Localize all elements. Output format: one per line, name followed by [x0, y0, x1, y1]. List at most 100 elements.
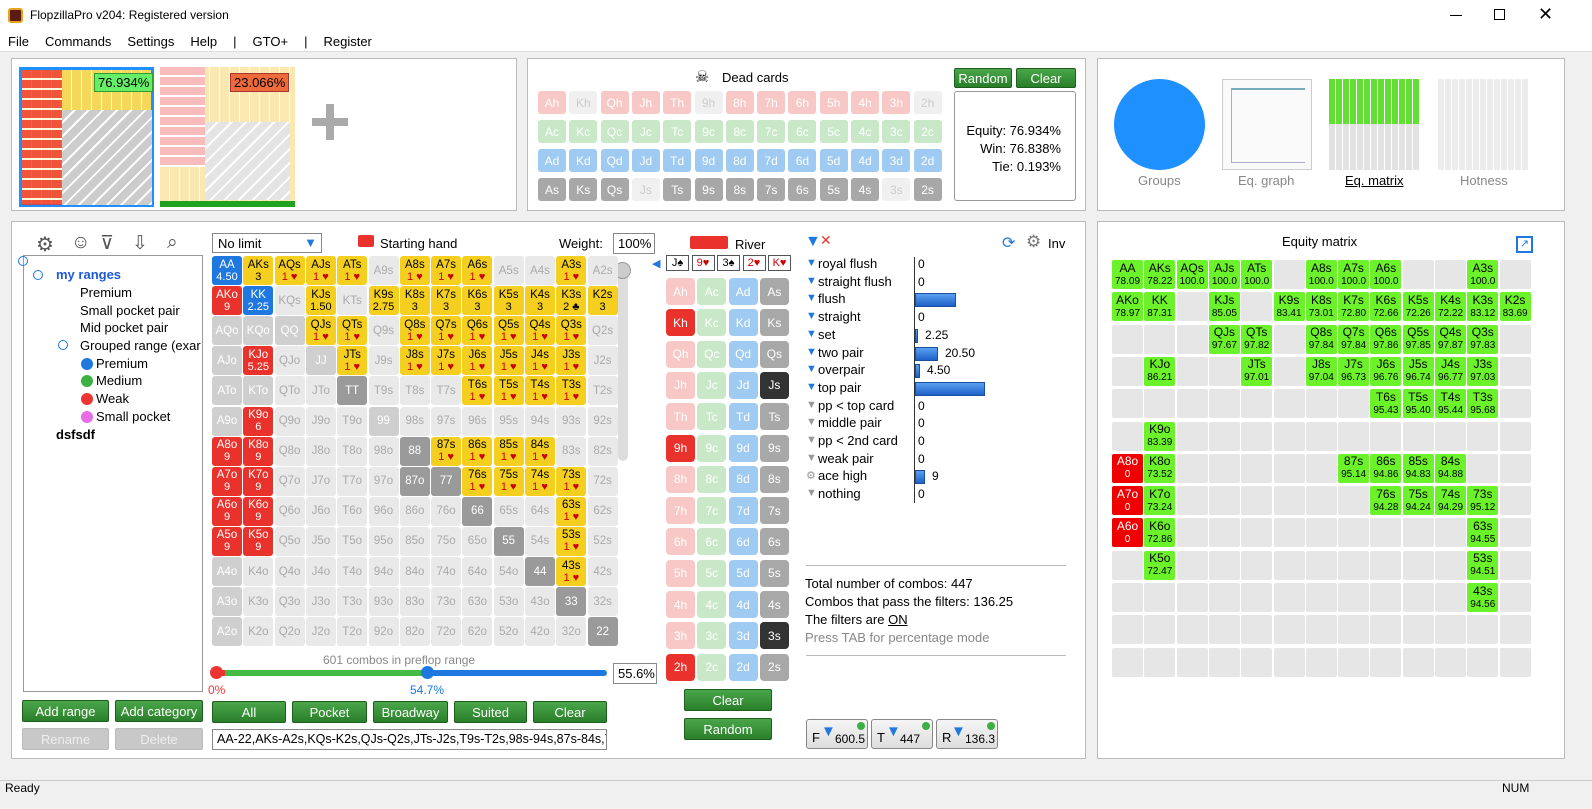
equity-cell[interactable]: 43s 94.56 — [1467, 583, 1499, 612]
filter-label[interactable]: weak pair — [818, 450, 874, 466]
range-cell[interactable]: 32s — [587, 587, 618, 617]
board-grid-card[interactable]: 5c — [697, 559, 727, 587]
equity-cell[interactable] — [1176, 550, 1208, 580]
dead-card[interactable]: 6c — [788, 120, 817, 143]
filter-chip[interactable]: R ▼ 136.3 — [936, 719, 998, 749]
range-cell[interactable]: 85o — [399, 526, 430, 556]
range-cell[interactable]: J2s — [587, 346, 618, 376]
equity-cell[interactable] — [1370, 615, 1402, 645]
range-cell[interactable]: A5s — [493, 256, 524, 285]
range-cell[interactable]: 82s — [587, 436, 618, 466]
equity-cell[interactable] — [1208, 356, 1240, 386]
board-grid-card[interactable]: Jh — [666, 371, 695, 399]
range-cell[interactable]: Q7o — [274, 466, 305, 496]
equity-cell[interactable] — [1273, 453, 1305, 483]
equity-cell[interactable] — [1273, 518, 1305, 548]
equity-cell[interactable]: K7s 72.80 — [1338, 292, 1370, 322]
board-grid-card[interactable]: 8d — [728, 465, 758, 493]
dead-card[interactable]: 5s — [819, 178, 848, 201]
equity-cell[interactable] — [1499, 421, 1531, 451]
equity-cell[interactable] — [1112, 550, 1143, 580]
menu-settings[interactable]: Settings — [127, 34, 175, 49]
range-cell[interactable]: 86s 1 ♥ — [462, 436, 493, 466]
dead-card[interactable]: Ac — [538, 120, 566, 143]
tree-subitem[interactable]: Small pocket — [96, 409, 171, 424]
equity-cell[interactable] — [1241, 550, 1273, 580]
range-cell[interactable]: Q9o — [274, 406, 305, 436]
range-cell[interactable]: AQs 1 ♥ — [274, 256, 305, 285]
range-cell[interactable]: 72o — [431, 617, 462, 647]
range-cell[interactable]: 76o — [431, 496, 462, 526]
filter-icon[interactable]: ▼ — [806, 434, 817, 446]
equity-cell[interactable] — [1144, 615, 1176, 645]
board-grid-card[interactable]: 8c — [697, 465, 727, 493]
equity-cell[interactable] — [1208, 583, 1240, 612]
range-cell[interactable]: KJo 5.25 — [243, 346, 274, 376]
range-cell[interactable]: T5s 1 ♥ — [493, 376, 524, 406]
range-cell[interactable]: KK 2.25 — [243, 286, 274, 316]
equity-cell[interactable]: A8o 0 — [1112, 453, 1143, 483]
board-grid-card[interactable]: 5s — [759, 559, 789, 587]
range-cell[interactable]: T8s — [399, 376, 430, 406]
board-grid-card[interactable]: As — [759, 278, 789, 305]
dead-card[interactable]: 8d — [725, 149, 754, 172]
dead-card[interactable]: Ts — [663, 178, 692, 201]
range-cell[interactable]: 84s 1 ♥ — [525, 436, 555, 466]
equity-cell[interactable]: Q4s 97.87 — [1435, 324, 1466, 354]
range-cell[interactable]: A9o — [212, 406, 242, 436]
tree-root[interactable]: my ranges — [56, 267, 122, 282]
dead-card[interactable]: 4d — [851, 149, 879, 172]
delete-button[interactable]: Delete — [115, 728, 203, 750]
range-cell[interactable]: 64s — [525, 496, 555, 526]
equity-cell[interactable] — [1176, 518, 1208, 548]
equity-cell[interactable]: K9s 83.41 — [1273, 292, 1305, 322]
equity-cell[interactable] — [1402, 260, 1434, 289]
dead-card[interactable]: Qd — [600, 149, 629, 172]
equity-cell[interactable]: AKs 78.22 — [1144, 260, 1176, 289]
equity-cell[interactable]: T4s 95.44 — [1435, 389, 1466, 419]
dead-card[interactable]: 9h — [694, 91, 723, 114]
range-cell[interactable]: A7s 1 ♥ — [431, 256, 462, 285]
range-cell[interactable]: K8o 9 — [243, 436, 274, 466]
filters-on-toggle[interactable]: ON — [888, 612, 908, 627]
equity-cell[interactable] — [1305, 647, 1337, 677]
range-cell[interactable]: 53s 1 ♥ — [556, 526, 587, 556]
equity-cell[interactable] — [1338, 389, 1370, 419]
equity-cell[interactable]: KK 87.31 — [1144, 292, 1176, 322]
dead-card[interactable]: 4s — [851, 178, 879, 201]
dead-card[interactable]: 2h — [913, 91, 942, 114]
board-grid-card[interactable]: Qs — [759, 340, 789, 368]
groups-pie[interactable] — [1114, 79, 1205, 170]
range-cell[interactable]: Q7s 1 ♥ — [431, 316, 462, 346]
filter-icon[interactable]: ⚙ — [806, 470, 816, 483]
range-cell[interactable]: KJs 1.50 — [305, 286, 336, 316]
range-cell[interactable]: KTs — [337, 286, 368, 316]
filter-label[interactable]: pp < top card — [818, 397, 895, 413]
equity-cell[interactable]: 76s 94.28 — [1370, 486, 1402, 516]
board-grid-card[interactable]: 3d — [728, 622, 758, 650]
equity-cell[interactable]: K4s 72.22 — [1435, 292, 1466, 322]
menu-file[interactable]: File — [8, 34, 29, 49]
range-cell[interactable]: 83o — [399, 587, 430, 617]
dead-card[interactable]: Ks — [569, 178, 598, 201]
equity-cell[interactable]: ATs 100.0 — [1241, 260, 1273, 289]
tree-item[interactable]: Grouped range (exar — [80, 338, 201, 353]
board-card[interactable]: J♠ — [666, 255, 689, 271]
filter-icon[interactable]: ▼ — [806, 398, 817, 411]
equity-cell[interactable] — [1467, 453, 1499, 483]
range-cell[interactable]: J4s 1 ♥ — [525, 346, 555, 376]
dead-card[interactable]: 4c — [851, 120, 879, 143]
range-cell[interactable]: K4s 3 — [525, 286, 555, 316]
equity-cell[interactable] — [1208, 389, 1240, 419]
dead-card[interactable]: 5c — [819, 120, 848, 143]
range-cell[interactable]: 85s 1 ♥ — [493, 436, 524, 466]
filter-label[interactable]: nothing — [818, 486, 861, 502]
range-cell[interactable]: TT — [337, 376, 368, 406]
minimize-icon[interactable] — [1450, 15, 1462, 16]
range-cell[interactable]: 97s — [431, 406, 462, 436]
range-cell[interactable]: A2o — [212, 617, 242, 647]
board-grid-card[interactable]: 6s — [759, 528, 789, 556]
range-cell[interactable]: K9s 2.75 — [368, 286, 399, 316]
filter-chip[interactable]: T ▼ 447 — [871, 719, 933, 749]
range-cell[interactable]: A2s — [587, 256, 618, 285]
